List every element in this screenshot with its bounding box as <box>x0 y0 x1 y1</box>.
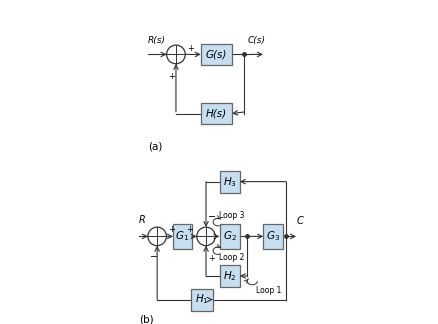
Text: +: + <box>187 44 193 53</box>
Text: R: R <box>138 214 145 225</box>
Text: +: + <box>168 225 175 234</box>
Text: −: − <box>207 212 215 222</box>
Text: $H_2$: $H_2$ <box>222 269 236 283</box>
Text: $H_3$: $H_3$ <box>222 175 236 189</box>
Text: Loop 3: Loop 3 <box>218 211 244 220</box>
Text: R(s): R(s) <box>148 36 166 45</box>
FancyBboxPatch shape <box>219 224 239 249</box>
Text: H(s): H(s) <box>205 109 226 119</box>
FancyBboxPatch shape <box>191 289 212 310</box>
Text: +: + <box>207 254 214 263</box>
FancyBboxPatch shape <box>219 265 239 287</box>
Text: $G_1$: $G_1$ <box>175 229 189 243</box>
Text: $H_1$: $H_1$ <box>194 293 208 307</box>
Text: +: + <box>168 72 175 81</box>
Circle shape <box>148 227 166 246</box>
FancyBboxPatch shape <box>173 224 191 249</box>
FancyBboxPatch shape <box>200 103 231 124</box>
Text: Loop 2: Loop 2 <box>218 253 244 262</box>
Circle shape <box>196 227 215 246</box>
Circle shape <box>166 45 185 64</box>
FancyBboxPatch shape <box>200 43 231 65</box>
Text: $G_2$: $G_2$ <box>222 229 236 243</box>
FancyBboxPatch shape <box>219 171 239 192</box>
Text: $G_3$: $G_3$ <box>265 229 279 243</box>
Text: Loop 1: Loop 1 <box>255 286 280 295</box>
Text: (b): (b) <box>138 314 153 324</box>
Text: +: + <box>186 225 193 234</box>
Text: G(s): G(s) <box>205 50 226 59</box>
Text: (a): (a) <box>148 141 162 151</box>
Text: C: C <box>297 216 303 226</box>
FancyBboxPatch shape <box>263 224 282 249</box>
Text: C(s): C(s) <box>247 36 265 45</box>
Text: −: − <box>149 252 158 262</box>
